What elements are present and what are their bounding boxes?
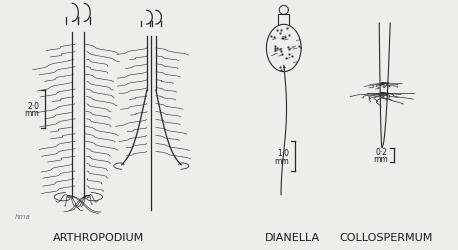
Text: COLLOSPERMUM: COLLOSPERMUM (340, 233, 433, 243)
Text: mm: mm (274, 156, 289, 166)
Text: hma: hma (14, 214, 30, 220)
Text: DIANELLA: DIANELLA (265, 233, 321, 243)
Text: 2·0: 2·0 (27, 102, 39, 111)
Text: ARTHROPODIUM: ARTHROPODIUM (53, 233, 144, 243)
Text: 1·0: 1·0 (277, 149, 289, 158)
Text: 0·2: 0·2 (376, 148, 388, 157)
Text: mm: mm (24, 109, 39, 118)
Text: mm: mm (373, 155, 388, 164)
